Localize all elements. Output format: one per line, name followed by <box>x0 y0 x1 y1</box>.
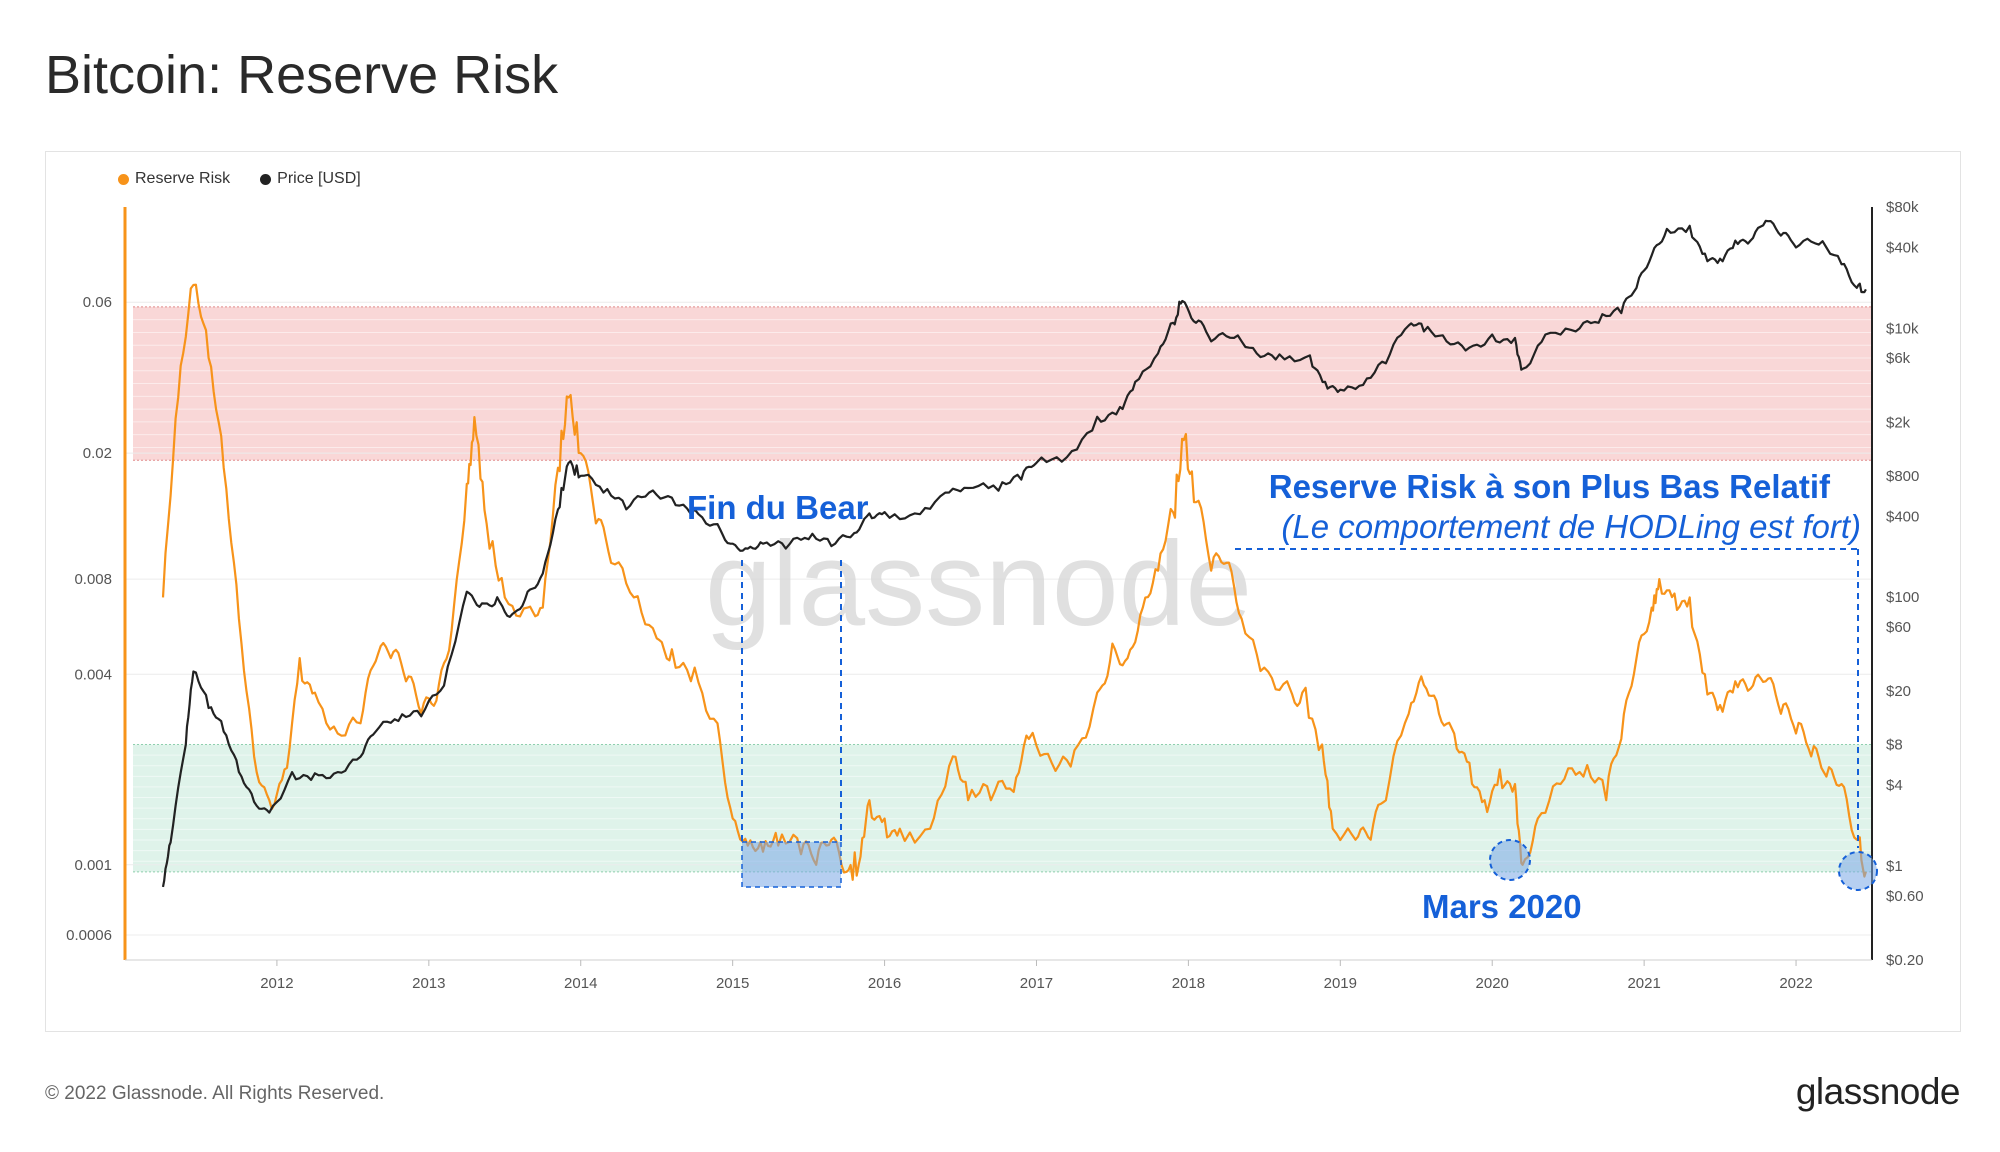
mars-2020-circle <box>1489 839 1531 881</box>
legend: Reserve Risk Price [USD] <box>118 170 361 188</box>
y-left-tick-label: 0.0006 <box>66 927 112 944</box>
chart-frame <box>45 151 1961 1032</box>
series-layer <box>161 219 1867 888</box>
x-tick-label: 2012 <box>260 975 293 992</box>
y-right-tick-label: $20 <box>1886 683 1911 700</box>
series-line-price <box>161 219 1867 888</box>
y-left-tick-label: 0.06 <box>83 294 112 311</box>
annotation-fin-bear-group: Fin du Bear <box>687 489 869 888</box>
y-right-tick-label: $100 <box>1886 589 1919 606</box>
fin-bear-highlight-box <box>741 841 842 888</box>
legend-item-price[interactable]: Price [USD] <box>260 170 361 188</box>
annotation-fin-bear: Fin du Bear <box>687 489 869 526</box>
y-right-tick-label: $6k <box>1886 350 1911 367</box>
x-tick-label: 2020 <box>1476 975 1509 992</box>
y-right-tick-label: $2k <box>1886 414 1911 431</box>
annotation-mars-2020-group: Mars 2020 <box>1422 839 1582 925</box>
footer-copyright: © 2022 Glassnode. All Rights Reserved. <box>45 1083 385 1104</box>
x-tick-label: 2016 <box>868 975 901 992</box>
ticks-layer: 2012 2013 2014 2015 2016 2017 2018 2019 2020 2021… <box>66 199 1923 992</box>
annotation-rr-low-line1: Reserve Risk à son Plus Bas Relatif <box>1269 468 1831 505</box>
page-title: Bitcoin: Reserve Risk <box>45 45 559 105</box>
legend-item-reserve-risk[interactable]: Reserve Risk <box>118 170 230 188</box>
y-right-tick-label: $4 <box>1886 777 1903 794</box>
y-left-tick-label: 0.02 <box>83 445 112 462</box>
x-tick-label: 2021 <box>1627 975 1660 992</box>
x-tick-label: 2014 <box>564 975 597 992</box>
y-right-tick-label: $400 <box>1886 508 1919 525</box>
legend-label-price: Price [USD] <box>277 170 361 187</box>
x-tick-label: 2022 <box>1779 975 1812 992</box>
y-right-tick-label: $1 <box>1886 858 1903 875</box>
y-right-tick-label: $80k <box>1886 199 1919 216</box>
annotation-rr-low-group: Reserve Risk à son Plus Bas Relatif (Le … <box>1235 468 1878 891</box>
y-right-tick-label: $8 <box>1886 737 1903 754</box>
x-tick-label: 2018 <box>1172 975 1205 992</box>
x-tick-label: 2017 <box>1020 975 1053 992</box>
y-left-tick-label: 0.008 <box>74 571 112 588</box>
x-tick-label: 2019 <box>1324 975 1357 992</box>
y-right-tick-label: $0.20 <box>1886 952 1924 969</box>
y-right-tick-label: $60 <box>1886 619 1911 636</box>
y-right-tick-label: $800 <box>1886 468 1919 485</box>
series-line-reserve-risk <box>161 283 1867 881</box>
footer-logo[interactable]: glassnode <box>1795 1071 1961 1112</box>
y-left-tick-label: 0.004 <box>74 666 112 683</box>
bands-layer <box>133 306 1872 873</box>
annotation-rr-low-line2: (Le comportement de HODLing est fort) <box>1281 508 1861 545</box>
legend-dot-price <box>260 173 272 185</box>
x-tick-label: 2013 <box>412 975 445 992</box>
annotation-mars-2020: Mars 2020 <box>1422 888 1582 925</box>
y-left-tick-label: 0.001 <box>74 857 112 874</box>
y-right-tick-label: $0.60 <box>1886 888 1924 905</box>
y-right-tick-label: $10k <box>1886 320 1919 337</box>
y-right-tick-label: $40k <box>1886 239 1919 256</box>
x-tick-label: 2015 <box>716 975 749 992</box>
legend-dot-reserve-risk <box>118 173 129 185</box>
rr-low-circle <box>1838 851 1878 891</box>
gridlines-layer <box>125 301 1872 936</box>
watermark: glassnode <box>705 517 1252 651</box>
axes-layer <box>123 207 1873 961</box>
legend-label-reserve-risk: Reserve Risk <box>135 170 231 187</box>
